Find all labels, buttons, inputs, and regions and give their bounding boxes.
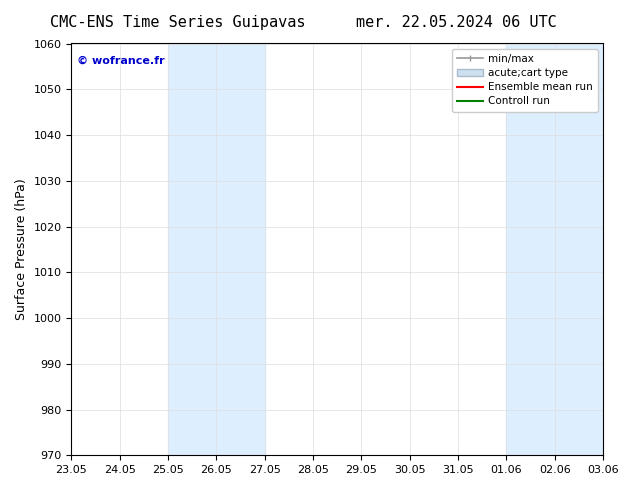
Y-axis label: Surface Pressure (hPa): Surface Pressure (hPa)	[15, 178, 28, 320]
Text: © wofrance.fr: © wofrance.fr	[77, 56, 164, 66]
Legend: min/max, acute;cart type, Ensemble mean run, Controll run: min/max, acute;cart type, Ensemble mean …	[451, 49, 598, 112]
Bar	[168, 44, 265, 455]
Text: mer. 22.05.2024 06 UTC: mer. 22.05.2024 06 UTC	[356, 15, 557, 30]
Text: CMC-ENS Time Series Guipavas: CMC-ENS Time Series Guipavas	[50, 15, 305, 30]
Bar	[507, 44, 603, 455]
